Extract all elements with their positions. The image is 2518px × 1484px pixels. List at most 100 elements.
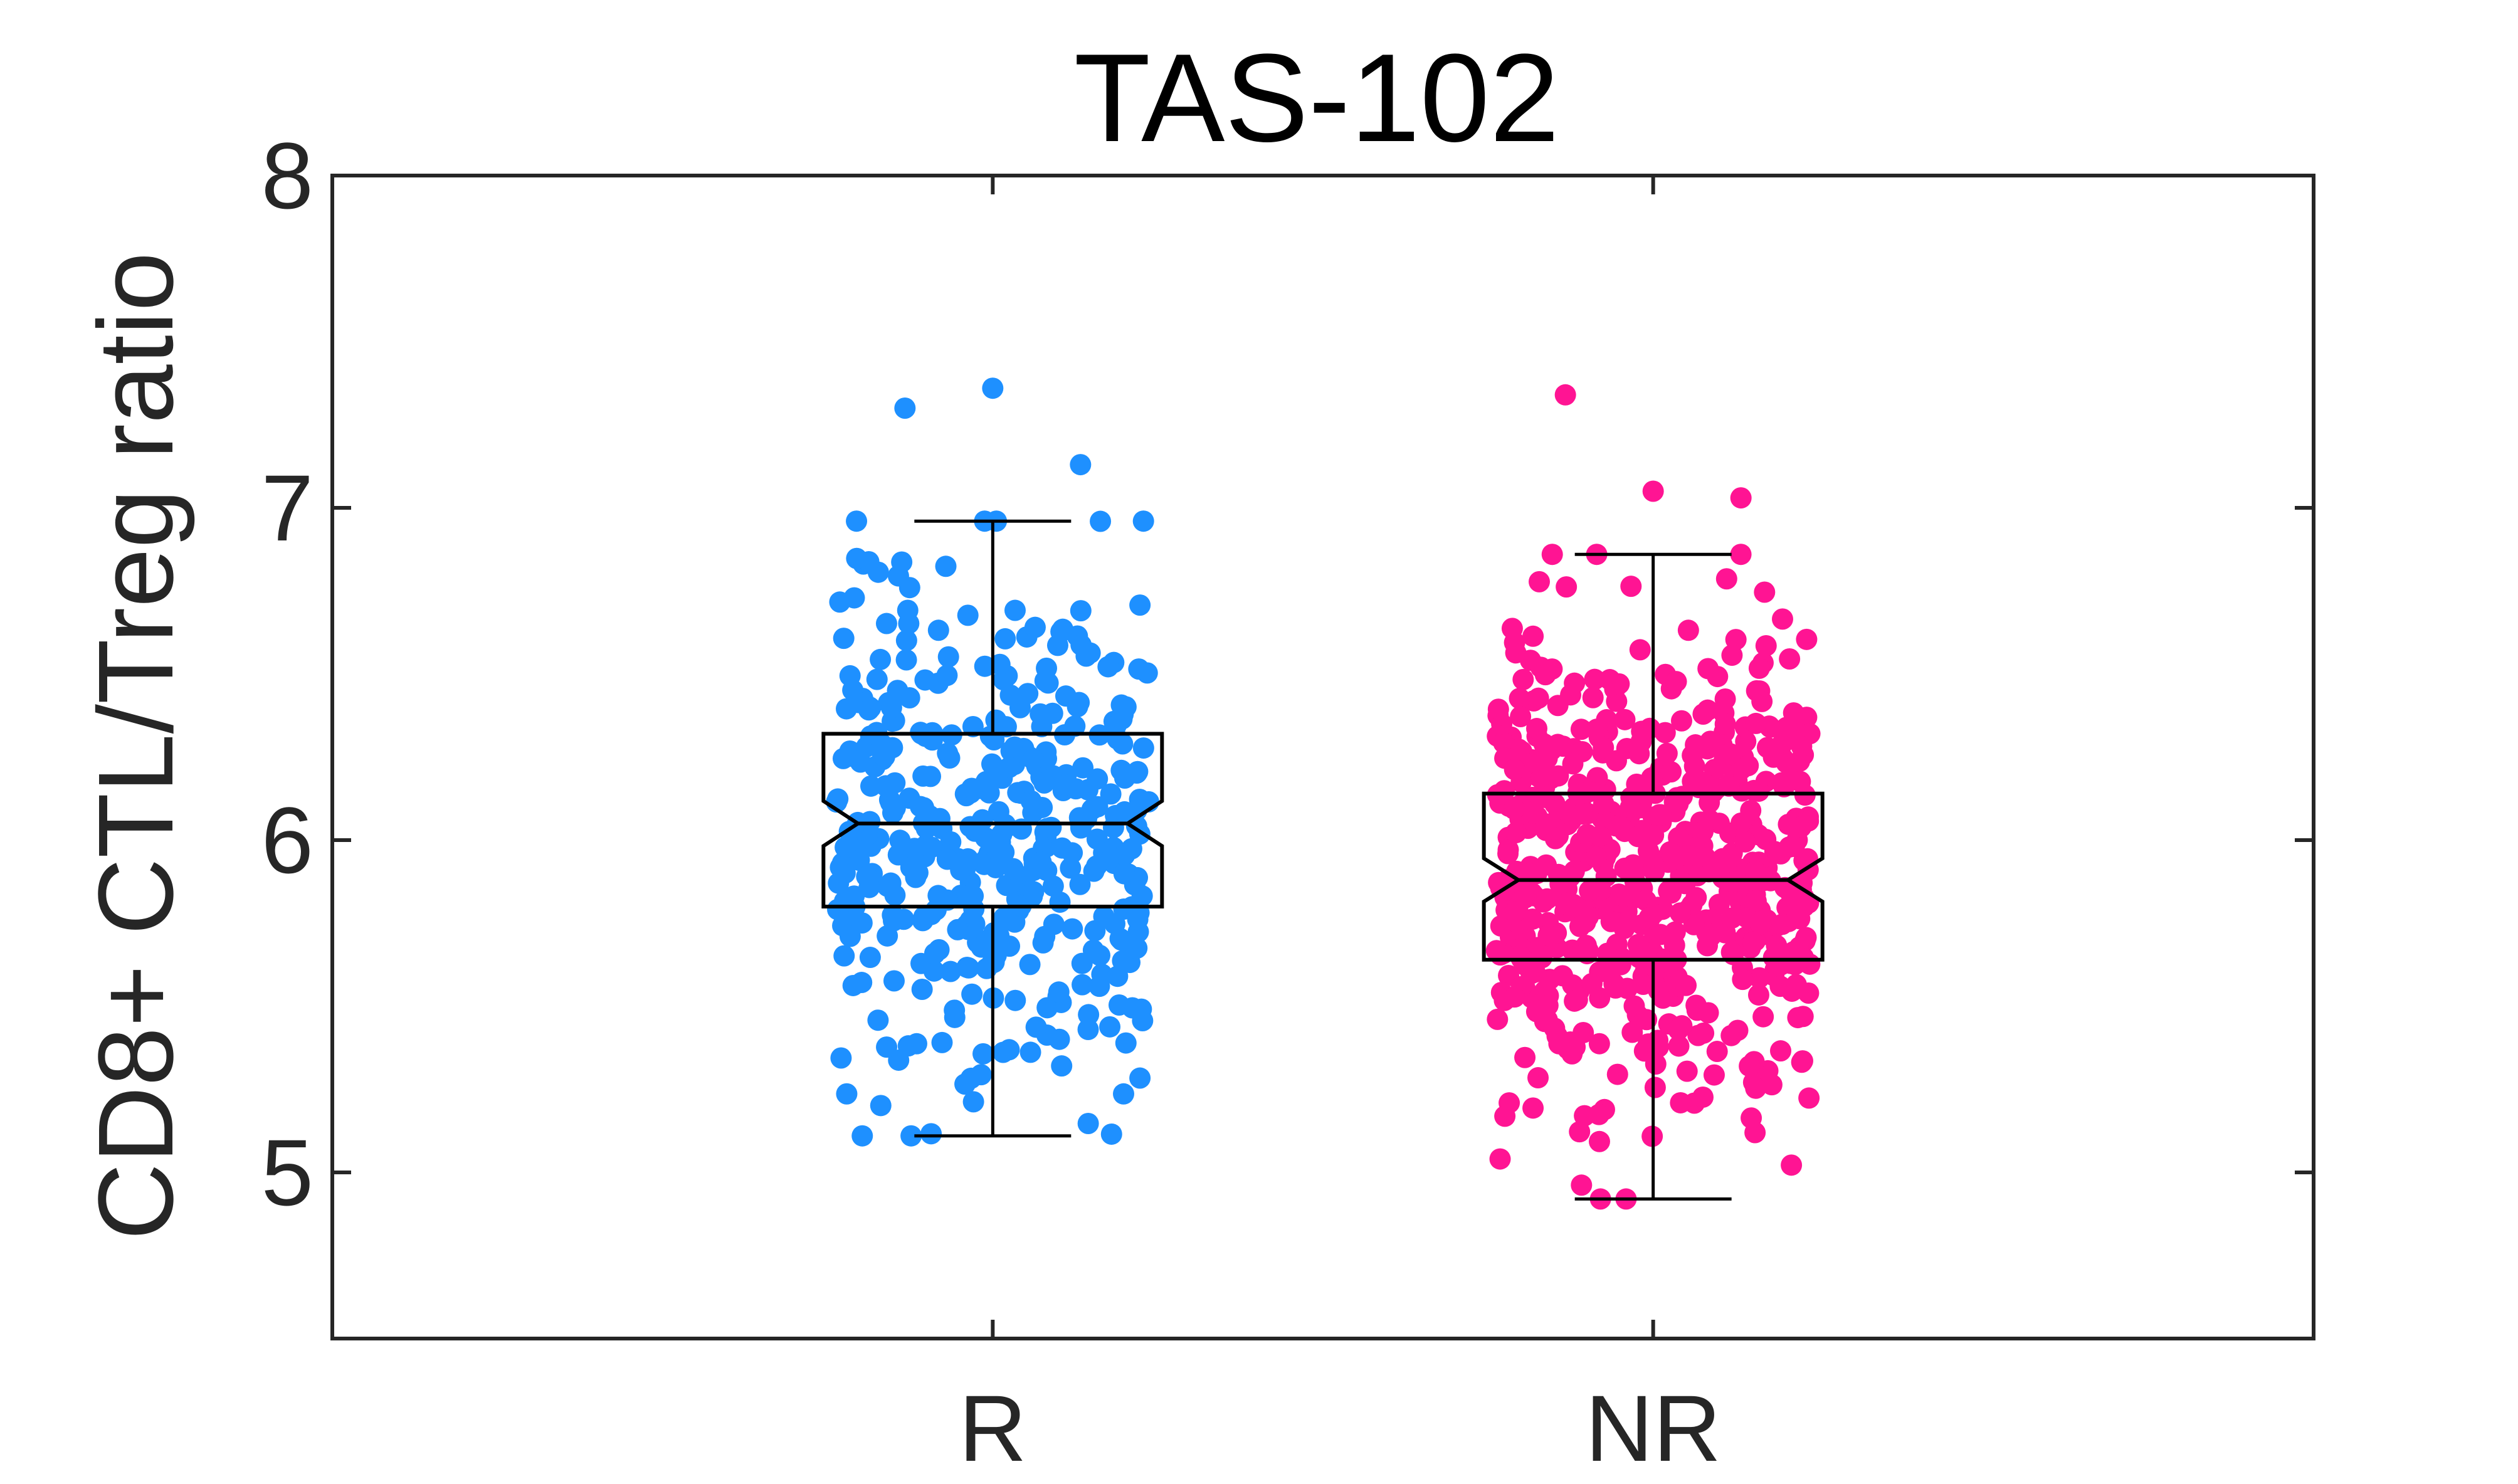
data-point	[866, 668, 888, 690]
data-point	[1633, 1040, 1655, 1062]
y-tick-label: 5	[261, 1120, 313, 1225]
data-point	[1090, 510, 1112, 532]
data-point	[1078, 1004, 1100, 1026]
y-tick-label: 6	[261, 787, 313, 893]
data-point	[880, 872, 902, 894]
data-point	[1697, 658, 1719, 680]
data-point	[833, 945, 855, 967]
data-point	[1730, 544, 1752, 566]
data-point	[1087, 768, 1109, 790]
data-point	[1489, 944, 1511, 966]
data-point	[959, 816, 981, 838]
data-point	[1683, 755, 1705, 777]
data-point	[898, 613, 920, 634]
data-point	[860, 775, 882, 797]
data-point	[920, 1123, 942, 1145]
data-point	[905, 1033, 927, 1055]
data-point	[1505, 822, 1527, 844]
data-point	[1577, 940, 1599, 962]
data-point	[895, 649, 917, 671]
data-point	[1077, 1113, 1099, 1135]
data-point	[1779, 648, 1801, 670]
data-point	[1609, 954, 1631, 976]
data-point	[915, 725, 937, 747]
data-point	[1560, 684, 1582, 706]
data-point	[1745, 712, 1767, 734]
data-point	[1703, 1064, 1725, 1086]
data-point	[1600, 910, 1622, 932]
data-point	[1030, 703, 1051, 725]
chart-title: TAS-102	[1074, 28, 1559, 168]
data-point	[1049, 891, 1071, 913]
data-point	[1087, 796, 1109, 818]
data-point	[846, 510, 868, 532]
data-point	[839, 665, 861, 687]
data-point	[1585, 846, 1607, 868]
data-point	[1537, 994, 1559, 1016]
data-point	[1747, 984, 1769, 1006]
data-point	[1113, 1083, 1135, 1105]
data-point	[1732, 969, 1754, 991]
data-point	[1613, 885, 1635, 907]
data-point	[1748, 657, 1770, 679]
data-point	[954, 1073, 976, 1095]
data-point	[1128, 658, 1150, 680]
data-point	[911, 979, 933, 1001]
data-point	[920, 903, 942, 925]
data-point	[1588, 1103, 1610, 1125]
data-point	[1536, 813, 1557, 835]
data-point	[1685, 887, 1707, 908]
data-point	[1512, 668, 1534, 690]
data-point	[1019, 1041, 1041, 1063]
data-point	[867, 1009, 889, 1031]
data-point	[1606, 690, 1628, 712]
data-point	[1640, 845, 1662, 867]
data-point	[1749, 912, 1771, 934]
data-point	[1127, 908, 1149, 930]
data-point	[1606, 1063, 1628, 1085]
data-point	[848, 850, 870, 871]
data-point	[1004, 599, 1026, 621]
data-point	[1060, 857, 1082, 879]
data-point	[830, 1047, 852, 1069]
data-point	[1497, 843, 1519, 865]
data-point	[1522, 625, 1544, 647]
data-point	[1132, 737, 1154, 759]
data-point	[981, 753, 1003, 775]
data-point	[1623, 995, 1645, 1017]
data-point	[1723, 871, 1745, 893]
data-point	[875, 613, 897, 634]
data-point	[1114, 801, 1135, 823]
data-point	[1072, 757, 1094, 779]
plot-frame	[330, 174, 2315, 1340]
data-point	[1556, 576, 1578, 598]
data-point	[1002, 858, 1024, 880]
data-point	[1562, 753, 1584, 775]
data-point	[1100, 1123, 1122, 1145]
data-point	[1522, 908, 1544, 930]
data-point	[1023, 749, 1045, 771]
data-point	[1493, 732, 1515, 754]
data-point	[982, 833, 1004, 855]
data-point	[1771, 913, 1793, 935]
data-point	[1069, 873, 1091, 895]
data-point	[1132, 510, 1154, 532]
data-point	[962, 1091, 984, 1113]
data-point	[961, 983, 983, 1005]
data-point	[1745, 1077, 1767, 1099]
data-point	[1129, 594, 1151, 616]
outlier-point	[894, 397, 916, 419]
data-point	[1487, 698, 1509, 720]
data-point	[970, 1064, 992, 1086]
data-point	[1064, 715, 1086, 737]
data-point	[1129, 788, 1151, 810]
data-point	[851, 1125, 873, 1147]
data-point	[1115, 1032, 1137, 1054]
data-point	[1070, 600, 1092, 622]
data-point	[1783, 836, 1805, 858]
data-point	[859, 947, 881, 969]
data-point	[1067, 696, 1088, 718]
data-point	[1588, 1130, 1610, 1152]
data-point	[1541, 544, 1563, 566]
